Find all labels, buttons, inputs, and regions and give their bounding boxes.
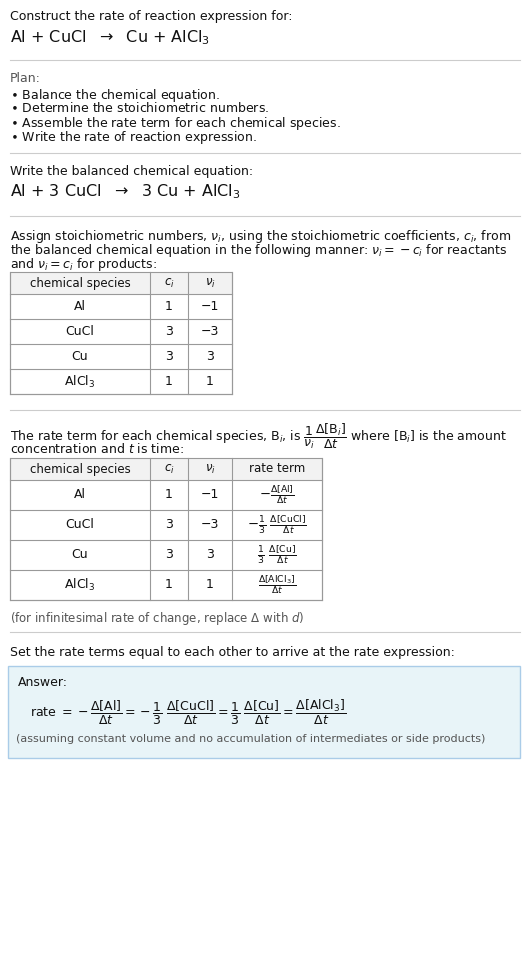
Bar bbox=[10, 272, 232, 394]
Text: Cu: Cu bbox=[72, 548, 89, 562]
Text: Al: Al bbox=[74, 300, 86, 313]
Text: $\frac{1}{3}\ \frac{\Delta[\mathrm{Cu}]}{\Delta t}$: $\frac{1}{3}\ \frac{\Delta[\mathrm{Cu}]}… bbox=[257, 544, 297, 566]
Text: 3: 3 bbox=[165, 350, 173, 363]
Text: $\nu_i$: $\nu_i$ bbox=[205, 276, 215, 290]
Text: −3: −3 bbox=[201, 325, 219, 338]
Bar bbox=[10, 272, 232, 394]
Text: −3: −3 bbox=[201, 518, 219, 532]
Text: chemical species: chemical species bbox=[30, 276, 130, 290]
Text: CuCl: CuCl bbox=[66, 325, 94, 338]
Text: CuCl: CuCl bbox=[66, 518, 94, 532]
Text: Assign stoichiometric numbers, $\nu_i$, using the stoichiometric coefficients, $: Assign stoichiometric numbers, $\nu_i$, … bbox=[10, 228, 511, 245]
Bar bbox=[10, 458, 322, 600]
FancyBboxPatch shape bbox=[8, 666, 520, 758]
Text: $c_i$: $c_i$ bbox=[164, 276, 174, 290]
Text: AlCl$_3$: AlCl$_3$ bbox=[64, 373, 95, 390]
Text: $c_i$: $c_i$ bbox=[164, 463, 174, 475]
Text: $-\frac{1}{3}\ \frac{\Delta[\mathrm{CuCl}]}{\Delta t}$: $-\frac{1}{3}\ \frac{\Delta[\mathrm{CuCl… bbox=[247, 514, 307, 537]
Text: chemical species: chemical species bbox=[30, 463, 130, 475]
Text: the balanced chemical equation in the following manner: $\nu_i = -c_i$ for react: the balanced chemical equation in the fo… bbox=[10, 242, 508, 259]
Text: $\nu_i$: $\nu_i$ bbox=[205, 463, 215, 475]
Text: 1: 1 bbox=[165, 375, 173, 388]
Text: $\bullet$ Write the rate of reaction expression.: $\bullet$ Write the rate of reaction exp… bbox=[10, 129, 257, 146]
Text: $\frac{\Delta[\mathrm{AlCl_3}]}{\Delta t}$: $\frac{\Delta[\mathrm{AlCl_3}]}{\Delta t… bbox=[258, 573, 296, 597]
Text: Set the rate terms equal to each other to arrive at the rate expression:: Set the rate terms equal to each other t… bbox=[10, 646, 455, 659]
Bar bbox=[10, 458, 322, 600]
Text: concentration and $t$ is time:: concentration and $t$ is time: bbox=[10, 442, 184, 456]
Text: Construct the rate of reaction expression for:: Construct the rate of reaction expressio… bbox=[10, 10, 293, 23]
Text: $\bullet$ Determine the stoichiometric numbers.: $\bullet$ Determine the stoichiometric n… bbox=[10, 101, 269, 115]
Text: 3: 3 bbox=[165, 518, 173, 532]
Text: $\bullet$ Assemble the rate term for each chemical species.: $\bullet$ Assemble the rate term for eac… bbox=[10, 115, 341, 132]
Text: Plan:: Plan: bbox=[10, 72, 41, 85]
Text: 1: 1 bbox=[165, 578, 173, 592]
Text: Write the balanced chemical equation:: Write the balanced chemical equation: bbox=[10, 165, 253, 178]
Text: −1: −1 bbox=[201, 300, 219, 313]
Text: Al + CuCl  $\rightarrow$  Cu + AlCl$_3$: Al + CuCl $\rightarrow$ Cu + AlCl$_3$ bbox=[10, 28, 210, 47]
Text: Answer:: Answer: bbox=[18, 676, 68, 689]
Text: AlCl$_3$: AlCl$_3$ bbox=[64, 577, 95, 593]
Text: $\bullet$ Balance the chemical equation.: $\bullet$ Balance the chemical equation. bbox=[10, 87, 220, 104]
Text: (assuming constant volume and no accumulation of intermediates or side products): (assuming constant volume and no accumul… bbox=[16, 734, 485, 744]
Text: and $\nu_i = c_i$ for products:: and $\nu_i = c_i$ for products: bbox=[10, 256, 157, 273]
Text: 3: 3 bbox=[206, 350, 214, 363]
Text: Cu: Cu bbox=[72, 350, 89, 363]
Text: 1: 1 bbox=[206, 375, 214, 388]
Text: −1: −1 bbox=[201, 489, 219, 502]
Text: The rate term for each chemical species, B$_i$, is $\dfrac{1}{\nu_i}\dfrac{\Delt: The rate term for each chemical species,… bbox=[10, 422, 507, 451]
Text: Al + 3 CuCl  $\rightarrow$  3 Cu + AlCl$_3$: Al + 3 CuCl $\rightarrow$ 3 Cu + AlCl$_3… bbox=[10, 182, 241, 200]
Text: 3: 3 bbox=[206, 548, 214, 562]
Text: rate term: rate term bbox=[249, 463, 305, 475]
Text: Al: Al bbox=[74, 489, 86, 502]
Text: (for infinitesimal rate of change, replace $\Delta$ with $d$): (for infinitesimal rate of change, repla… bbox=[10, 610, 304, 627]
Text: $-\frac{\Delta[\mathrm{Al}]}{\Delta t}$: $-\frac{\Delta[\mathrm{Al}]}{\Delta t}$ bbox=[259, 484, 295, 506]
Text: 1: 1 bbox=[206, 578, 214, 592]
Text: rate $= -\dfrac{\Delta[\mathrm{Al}]}{\Delta t} = -\dfrac{1}{3}\ \dfrac{\Delta[\m: rate $= -\dfrac{\Delta[\mathrm{Al}]}{\De… bbox=[30, 698, 346, 727]
Bar bbox=[10, 458, 322, 480]
Bar bbox=[10, 272, 232, 294]
Text: 3: 3 bbox=[165, 325, 173, 338]
Text: 3: 3 bbox=[165, 548, 173, 562]
Text: 1: 1 bbox=[165, 300, 173, 313]
Text: 1: 1 bbox=[165, 489, 173, 502]
